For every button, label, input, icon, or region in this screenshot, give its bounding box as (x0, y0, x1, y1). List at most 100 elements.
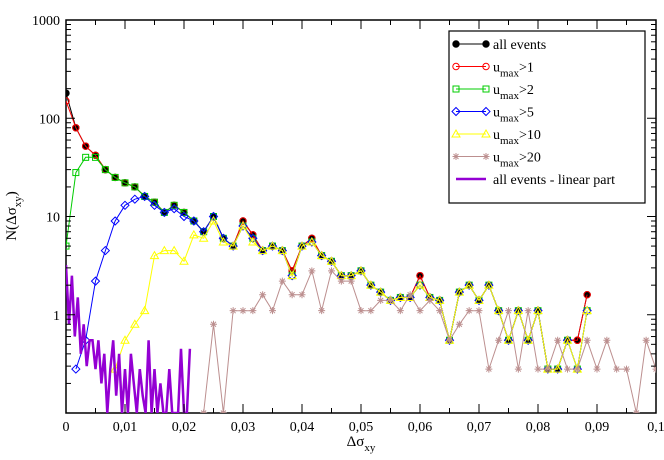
legend-swatch-marker (481, 128, 491, 138)
data-point (474, 295, 484, 306)
data-point (523, 335, 534, 344)
y-axis-label: N(Δσxy) (4, 191, 24, 241)
data-point (277, 245, 288, 255)
data-point (375, 287, 386, 296)
data-point (485, 365, 493, 373)
data-point (493, 305, 504, 316)
data-point (367, 307, 375, 315)
data-point (219, 409, 227, 413)
x-tick-label: 0 (63, 420, 70, 435)
data-point (583, 290, 591, 299)
data-point (101, 166, 109, 174)
x-tick-label: 0,04 (290, 420, 315, 435)
data-point (179, 256, 189, 265)
data-point (92, 153, 99, 161)
data-point (81, 142, 90, 150)
legend-swatch-marker (481, 106, 491, 117)
data-point (513, 305, 524, 316)
data-point (297, 241, 307, 250)
data-point (426, 296, 434, 304)
data-point (365, 280, 376, 289)
data-point (356, 266, 366, 276)
legend-label: umax>20 (493, 151, 541, 170)
data-point (623, 365, 630, 373)
data-point (552, 364, 563, 373)
data-point (552, 364, 563, 374)
data-point (434, 295, 445, 304)
data-point (396, 307, 404, 315)
legend-swatch-marker (452, 85, 460, 93)
data-point (131, 183, 139, 191)
legend-swatch-marker (482, 40, 490, 48)
data-point (395, 292, 406, 301)
data-point (120, 335, 130, 344)
data-point (308, 267, 316, 275)
data-point (238, 221, 248, 231)
data-point (356, 265, 366, 275)
data-point (247, 237, 258, 246)
legend-label: umax>1 (493, 61, 534, 80)
data-point (190, 217, 198, 225)
data-point (179, 211, 189, 222)
legend-label: umax>5 (493, 106, 534, 125)
data-point (593, 365, 601, 373)
data-point (562, 335, 573, 345)
data-point (259, 291, 267, 299)
data-point (416, 271, 424, 280)
data-point (239, 307, 247, 315)
series-umax-20 (200, 267, 656, 413)
data-point (306, 237, 317, 246)
data-point (82, 153, 90, 161)
data-point (475, 307, 483, 315)
data-point (534, 365, 542, 373)
legend-swatch-marker (482, 62, 490, 71)
x-tick-label: 0,1 (647, 420, 664, 435)
data-point (267, 241, 278, 251)
data-point (415, 280, 425, 290)
data-point (385, 295, 396, 306)
data-point (66, 97, 70, 105)
data-point (326, 256, 337, 265)
data-point (200, 409, 208, 413)
y-tick-label: 100 (39, 112, 60, 127)
data-point (72, 124, 80, 132)
data-point (613, 365, 621, 373)
data-point (307, 237, 317, 247)
data-point (267, 241, 278, 250)
data-point (484, 280, 494, 290)
data-point (249, 307, 257, 315)
data-point (366, 280, 376, 290)
series-all-events-linear-part (66, 265, 192, 413)
data-point (543, 364, 553, 374)
data-point (218, 237, 229, 246)
data-point (72, 169, 80, 177)
x-tick-label: 0,07 (467, 420, 492, 435)
data-point (139, 191, 150, 202)
data-point (533, 305, 543, 315)
data-point (278, 277, 286, 285)
data-point (347, 277, 355, 285)
data-point (180, 208, 188, 216)
data-point (257, 245, 268, 255)
data-point (603, 336, 611, 344)
data-point (572, 364, 583, 374)
data-point (120, 200, 130, 211)
data-point (405, 292, 415, 303)
data-point (632, 409, 640, 413)
data-point (111, 173, 119, 181)
x-tick-label: 0,03 (231, 420, 256, 435)
data-point (238, 221, 248, 230)
data-point (198, 233, 209, 242)
data-point (464, 280, 475, 289)
data-point (228, 241, 239, 250)
y-tick-label: 1 (53, 309, 60, 324)
data-point (524, 307, 532, 315)
data-point (387, 296, 394, 304)
legend-swatch-marker (452, 62, 460, 71)
data-point (483, 280, 494, 289)
data-point (189, 216, 199, 226)
legend-swatch-marker (482, 85, 490, 93)
data-point (514, 365, 522, 373)
data-point (582, 305, 592, 316)
